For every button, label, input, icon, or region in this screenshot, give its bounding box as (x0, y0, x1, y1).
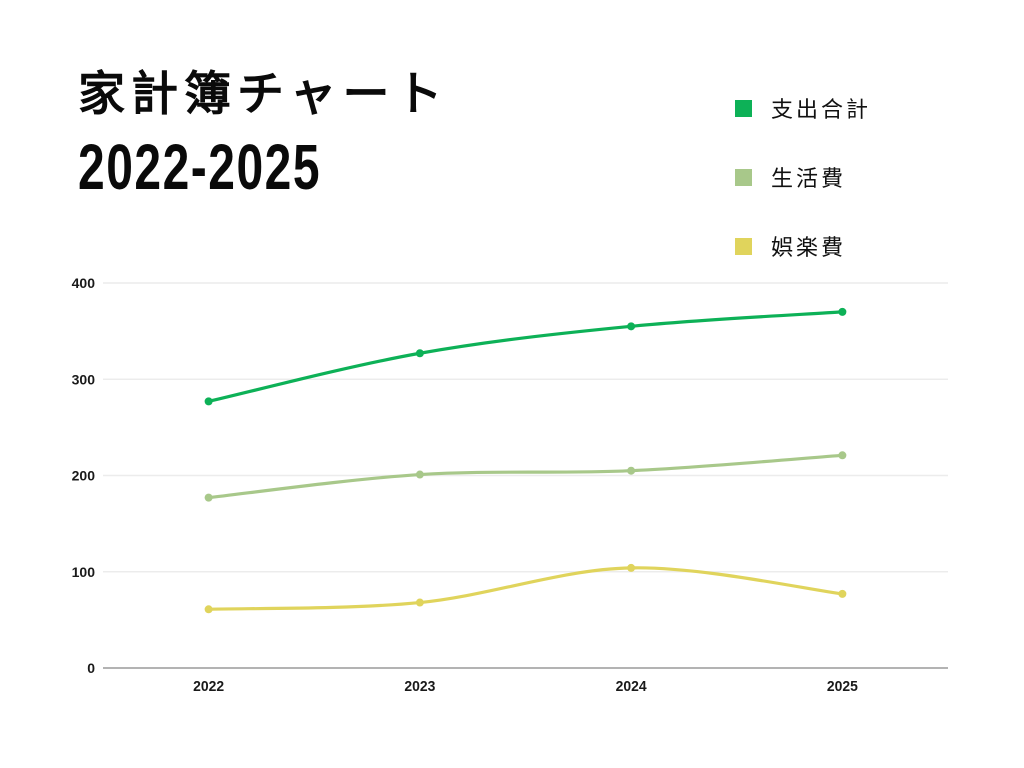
data-point (415, 349, 424, 358)
legend-label-living: 生活費 (771, 166, 847, 191)
data-point (838, 307, 847, 316)
data-point (204, 397, 213, 406)
legend-label-entertainment: 娯楽費 (771, 235, 847, 260)
legend-swatch-entertainment-icon (735, 237, 752, 255)
data-point (627, 466, 636, 475)
series-line (207, 566, 844, 611)
data-point (415, 598, 424, 607)
legend-item-entertainment: 娯楽費 (735, 230, 871, 262)
legend-label-total: 支出合計 (771, 97, 872, 122)
y-tick-label: 400 (72, 275, 96, 291)
x-tick-label: 2022 (193, 678, 224, 695)
data-point (204, 605, 213, 614)
series-line (207, 453, 844, 500)
legend-swatch-total-icon (735, 99, 752, 117)
series-line (207, 310, 844, 403)
data-point (627, 322, 636, 331)
chart-legend: 支出合計 生活費 娯楽費 (735, 92, 871, 262)
legend-item-total: 支出合計 (735, 92, 871, 124)
chart-title-line2: 2022-2025 (78, 131, 322, 203)
y-tick-label: 200 (72, 468, 96, 484)
legend-swatch-living-icon (735, 168, 752, 186)
chart-title-line1: 家計簿チャート (78, 67, 449, 120)
data-point (838, 451, 847, 460)
legend-item-living: 生活費 (735, 161, 871, 193)
y-tick-label: 0 (87, 660, 95, 676)
x-tick-label: 2025 (827, 678, 858, 695)
chart-title: 家計簿チャート 2022-2025 (78, 70, 449, 199)
x-tick-label: 2023 (404, 678, 435, 695)
y-tick-label: 100 (72, 564, 96, 580)
x-tick-label: 2024 (616, 678, 648, 695)
data-point (204, 493, 213, 502)
data-point (627, 563, 636, 572)
data-point (415, 470, 424, 479)
y-tick-label: 300 (72, 371, 96, 387)
data-point (838, 589, 847, 598)
